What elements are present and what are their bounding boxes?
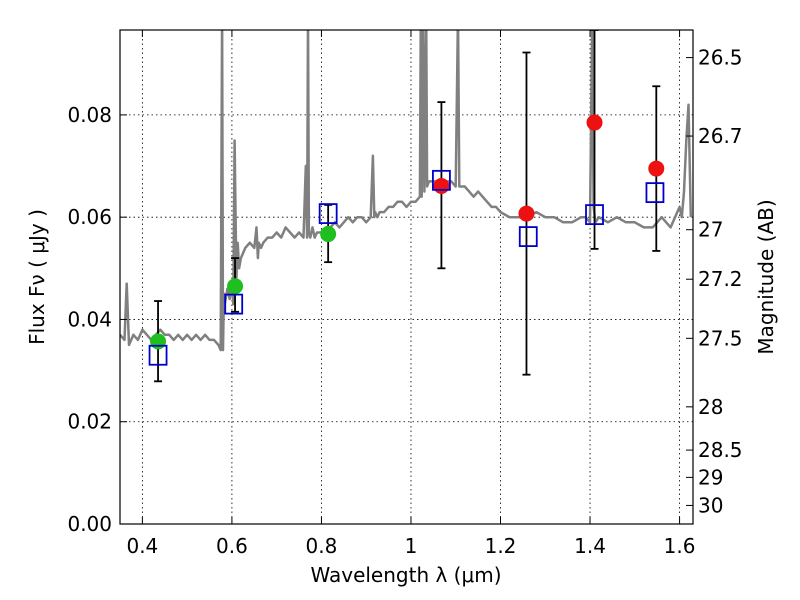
x-axis-label: Wavelength λ (μm) xyxy=(310,563,501,587)
y-axis-label: Flux Fν ( μJy ) xyxy=(25,209,49,345)
green-data-point xyxy=(150,333,167,350)
x-tick-label: 0.8 xyxy=(306,534,338,558)
plot-area xyxy=(120,30,693,524)
y-tick-label: 0.04 xyxy=(67,307,112,331)
y-tick-label: 0.06 xyxy=(67,205,112,229)
y-tick-label: 0.08 xyxy=(67,103,112,127)
red-data-point xyxy=(518,205,535,222)
model-square-point xyxy=(318,203,338,224)
mag-tick-label: 27.2 xyxy=(698,267,743,291)
red-data-point xyxy=(648,160,665,177)
template-layer xyxy=(120,30,693,352)
model-square-point xyxy=(645,182,665,204)
green-data-point xyxy=(227,278,244,295)
mag-tick-label: 27.5 xyxy=(698,326,743,350)
mag-tick-label: 27 xyxy=(698,218,723,242)
mag-tick-label: 28.5 xyxy=(698,438,743,462)
mag-tick-label: 30 xyxy=(698,493,723,517)
x-tick-label: 0.4 xyxy=(126,534,158,558)
model-square-point xyxy=(518,226,538,248)
mag-tick-label: 26.5 xyxy=(698,46,743,70)
red-data-point xyxy=(433,177,450,194)
model-square-point xyxy=(148,344,168,366)
plot-frame xyxy=(119,29,694,525)
mag-tick-label: 28 xyxy=(698,395,723,419)
x-tick-label: 1.6 xyxy=(664,534,696,558)
model-square-point xyxy=(432,169,451,191)
template-spectrum-line xyxy=(120,30,693,352)
red-data-point xyxy=(586,114,603,131)
x-tick-label: 0.6 xyxy=(216,534,248,558)
green-data-point xyxy=(320,226,337,243)
y-axis-right-label: Magnitude (AB) xyxy=(754,199,778,354)
marker-layer xyxy=(148,114,665,366)
x-tick-label: 1.2 xyxy=(485,534,517,558)
mag-tick-label: 29 xyxy=(698,465,723,489)
mag-tick-label: 26.7 xyxy=(698,124,743,148)
ticks: 0.4 0.6 0.8 1 1.2 1.4 1.6 0.00 0.02 0.04 0.06 0.08 2… xyxy=(67,30,743,558)
y-tick-label: 0.00 xyxy=(67,512,112,536)
y-tick-label: 0.02 xyxy=(67,410,112,434)
model-square-point xyxy=(224,293,244,315)
x-tick-label: 1 xyxy=(405,534,418,558)
x-tick-label: 1.4 xyxy=(574,534,606,558)
model-square-point xyxy=(585,204,604,226)
